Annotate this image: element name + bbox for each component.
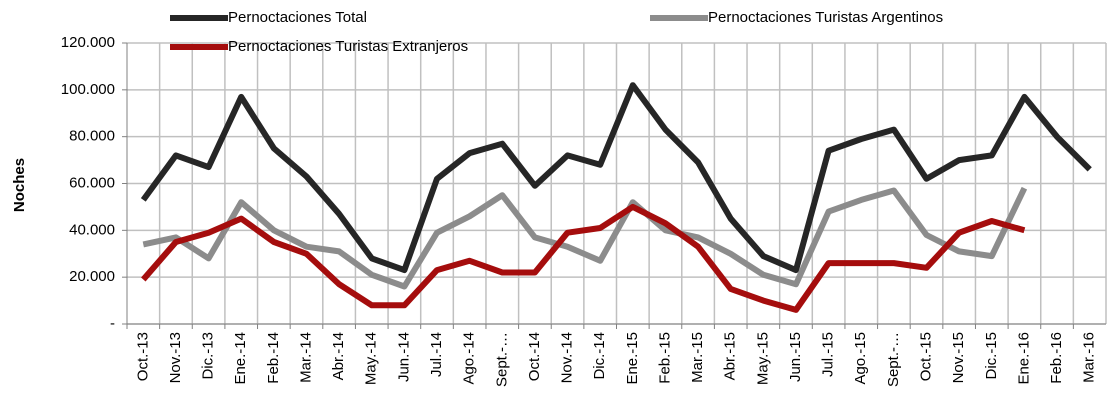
series-line — [141, 203, 1026, 313]
x-tick-label: Ago.-15 — [852, 332, 869, 385]
y-tick-label: 20.000 — [69, 268, 115, 285]
x-tick-label: Feb.-14 — [265, 332, 282, 384]
x-tick-label: Nov.-13 — [167, 332, 184, 383]
legend-label: Pernoctaciones Total — [228, 9, 367, 26]
x-tick-label: Sept.-… — [885, 332, 902, 387]
x-tick-label: Feb.-16 — [1048, 332, 1065, 384]
x-tick-label: May.-14 — [363, 332, 380, 385]
series-line — [140, 82, 1092, 274]
x-tick-label: Jul.-14 — [428, 332, 445, 377]
y-tick-label: 40.000 — [69, 221, 115, 238]
x-tick-label: Dic.-15 — [983, 332, 1000, 380]
x-tick-label: Mar.-14 — [297, 332, 314, 383]
x-tick-label: Sept.-… — [493, 332, 510, 387]
x-tick-label: Ene.-16 — [1015, 332, 1032, 385]
y-tick-label: 60.000 — [69, 174, 115, 191]
x-tick-label: Ene.-15 — [624, 332, 641, 385]
x-tick-label: Oct.-13 — [134, 332, 151, 381]
x-tick-label: Dic.-13 — [200, 332, 217, 380]
x-tick-label: Jun.-14 — [395, 332, 412, 382]
legend-label: Pernoctaciones Turistas Argentinos — [708, 9, 943, 26]
x-tick-label: Abr.-14 — [330, 332, 347, 380]
y-tick-label: - — [110, 315, 115, 332]
y-tick-label: 120.000 — [61, 34, 115, 51]
y-axis-label: Noches — [11, 158, 28, 212]
y-tick-label: 80.000 — [69, 128, 115, 145]
x-tick-label: Nov.-15 — [950, 332, 967, 383]
x-tick-label: Feb.-15 — [656, 332, 673, 384]
legend-label: Pernoctaciones Turistas Extranjeros — [228, 38, 468, 55]
x-tick-label: Ene.-14 — [232, 332, 249, 385]
x-tick-label: Oct.-15 — [917, 332, 934, 381]
x-tick-label: Jul.-15 — [820, 332, 837, 377]
x-tick-label: Dic.-14 — [591, 332, 608, 380]
x-tick-label: Ago.-14 — [461, 332, 478, 385]
x-tick-label: Mar.-15 — [689, 332, 706, 383]
x-tick-label: Abr.-15 — [722, 332, 739, 380]
y-tick-label: 100.000 — [61, 81, 115, 98]
x-tick-label: Mar.-16 — [1081, 332, 1098, 383]
x-tick-label: Oct.-14 — [526, 332, 543, 381]
x-tick-label: May.-15 — [754, 332, 771, 385]
series-line — [142, 186, 1028, 290]
x-tick-label: Nov.-14 — [559, 332, 576, 383]
x-tick-label: Jun.-15 — [787, 332, 804, 382]
